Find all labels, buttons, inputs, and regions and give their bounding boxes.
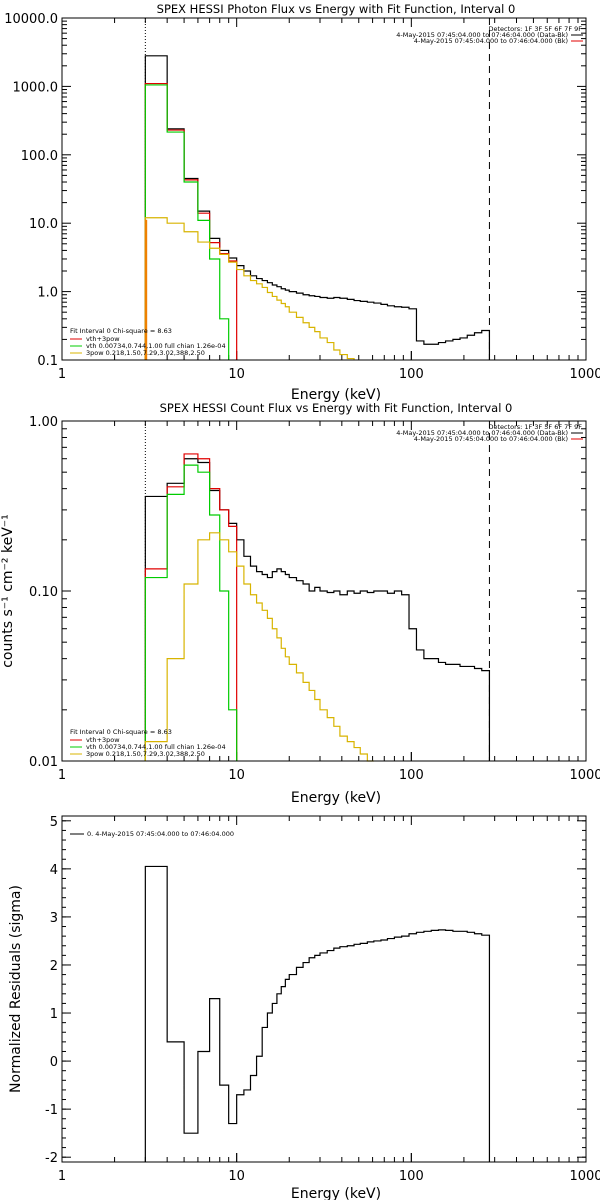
header-bk-2: 4-May-2015 07:45:04.000 to 07:46:04.000 …	[414, 435, 568, 443]
header-detectors: Detectors: 1F 3F 5F 6F 7F 9F	[488, 25, 582, 33]
residuals-legend: 0. 4-May-2015 07:45:04.000 to 07:46:04.0…	[70, 830, 234, 838]
count-flux-panel: SPEX HESSI Count Flux vs Energy with Fit…	[0, 401, 600, 806]
series-3pow	[144, 217, 355, 360]
y-tick-label: 0	[50, 1055, 58, 1070]
y-tick-label: 0.1	[37, 354, 58, 369]
legend-heading-2: Fit Interval 0 Chi-square = 8.63	[70, 728, 172, 736]
legend-entry-vth-3pow-2: vth+3pow	[86, 736, 120, 744]
photon-flux-header: Detectors: 1F 3F 5F 6F 7F 9F 4-May-2015 …	[396, 25, 583, 45]
header-data-bk: 4-May-2015 07:45:04.000 to 07:46:04.000 …	[396, 31, 568, 39]
y-tick-label: 0.10	[29, 585, 58, 600]
x-tick-label: 1	[58, 768, 66, 783]
y-tick-label: 0.01	[29, 755, 58, 770]
legend-entry-residual: 0. 4-May-2015 07:45:04.000 to 07:46:04.0…	[87, 830, 234, 838]
x-tick-label: 100	[399, 768, 424, 783]
x-tick-label: 10	[228, 367, 245, 382]
y-tick-label: -1	[45, 1103, 58, 1118]
legend-entry-vth: vth 0.00734,0.744,1.00 full chian 1.26e-…	[86, 342, 226, 350]
y-tick-label: -2	[45, 1151, 58, 1166]
y-tick-label: 1000.0	[13, 80, 59, 95]
residuals-ylabel: Normalized Residuals (sigma)	[8, 885, 24, 1093]
legend-entry-3pow: 3pow 0.218,1.50,7.29,3.02,388,2.50	[86, 349, 205, 357]
header-bk: 4-May-2015 07:45:04.000 to 07:46:04.000 …	[414, 37, 568, 45]
header-detectors-2: Detectors: 1F 3F 5F 6F 7F 9F	[488, 423, 582, 431]
count-flux-ylabel: counts s⁻¹ cm⁻² keV⁻¹	[0, 514, 16, 668]
x-tick-label: 100	[399, 1169, 424, 1184]
series-3pow	[144, 532, 374, 762]
legend-entry-vth-2: vth 0.00734,0.744,1.00 full chian 1.26e-…	[86, 743, 226, 751]
y-tick-label: 1	[50, 1007, 58, 1022]
residuals-panel: Energy (keV) Normalized Residuals (sigma…	[8, 815, 600, 1200]
header-data-bk-2: 4-May-2015 07:45:04.000 to 07:46:04.000 …	[396, 429, 568, 437]
count-flux-ticks: 1 10 100 1000 0.01 0.10 1.00	[29, 415, 600, 783]
count-flux-title: SPEX HESSI Count Flux vs Energy with Fit…	[160, 401, 513, 415]
x-tick-label: 1	[58, 1169, 66, 1184]
legend-heading: Fit Interval 0 Chi-square = 8.63	[70, 327, 172, 335]
y-tick-label: 5	[50, 815, 58, 830]
photon-flux-frame	[61, 17, 587, 361]
x-tick-label: 10	[228, 1169, 245, 1184]
count-flux-xlabel: Energy (keV)	[291, 790, 381, 806]
y-tick-label: 1.00	[29, 415, 58, 430]
photon-flux-title: SPEX HESSI Photon Flux vs Energy with Fi…	[157, 2, 516, 16]
x-tick-label: 1000	[569, 367, 600, 382]
x-tick-label: 100	[399, 367, 424, 382]
x-tick-label: 1000	[569, 1169, 600, 1184]
x-tick-label: 1000	[569, 768, 600, 783]
photon-flux-xlabel: Energy (keV)	[291, 387, 381, 403]
count-flux-frame	[61, 420, 587, 762]
legend-entry-vth-3pow: vth+3pow	[86, 335, 120, 343]
residuals-series	[144, 865, 491, 1162]
y-tick-label: 2	[50, 959, 58, 974]
y-tick-label: 4	[50, 863, 58, 878]
legend-entry-3pow-2: 3pow 0.218,1.50,7.29,3.02,388,2.50	[86, 750, 205, 758]
series-data-bk	[144, 55, 491, 360]
series-fit-orange-	[144, 219, 148, 360]
x-tick-label: 10	[228, 768, 245, 783]
y-tick-label: 10000.0	[4, 12, 58, 27]
y-tick-label: 3	[50, 911, 58, 926]
y-tick-label: 100.0	[21, 149, 58, 164]
residuals-frame	[61, 815, 587, 1163]
count-flux-legend: Fit Interval 0 Chi-square = 8.63 vth+3po…	[70, 728, 226, 758]
series-vth	[144, 464, 238, 761]
photon-flux-panel: SPEX HESSI Photon Flux vs Energy with Fi…	[4, 2, 600, 403]
photon-flux-legend: Fit Interval 0 Chi-square = 8.63 vth+3po…	[70, 327, 226, 357]
series-vth	[144, 84, 230, 360]
y-tick-label: 10.0	[29, 217, 58, 232]
x-tick-label: 1	[58, 367, 66, 382]
count-flux-header: Detectors: 1F 3F 5F 6F 7F 9F 4-May-2015 …	[396, 423, 583, 443]
photon-flux-series	[144, 18, 491, 360]
count-flux-series	[144, 421, 491, 762]
series-0-	[144, 865, 491, 1162]
y-tick-label: 1.0	[37, 286, 58, 301]
residuals-xlabel: Energy (keV)	[291, 1186, 381, 1200]
